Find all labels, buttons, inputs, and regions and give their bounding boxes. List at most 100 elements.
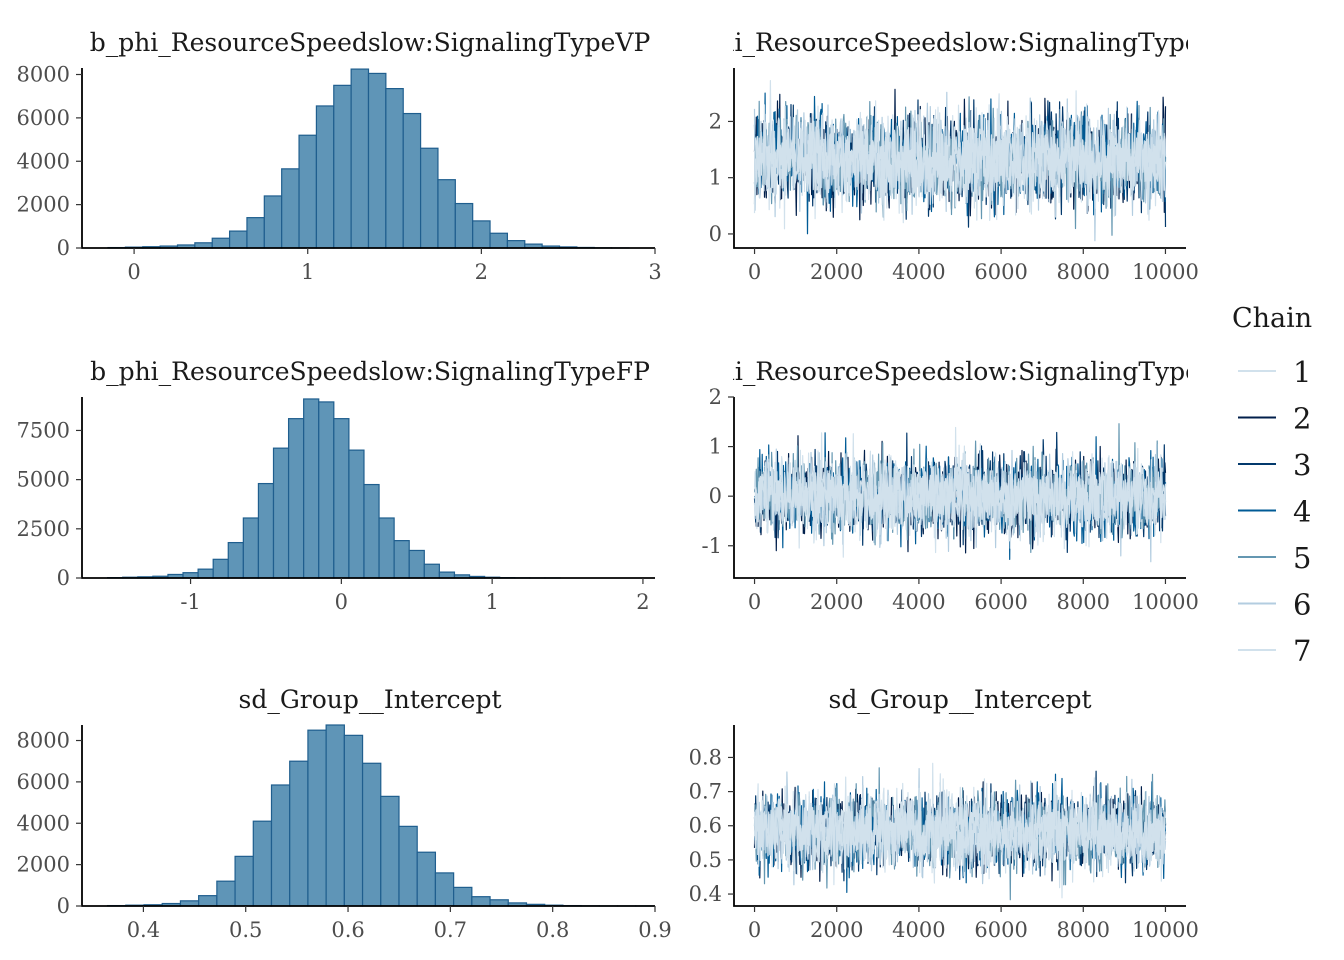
x-tick-label: 0 <box>127 260 140 284</box>
histogram-bar <box>361 762 382 907</box>
axis-lines <box>733 397 1186 579</box>
histogram-bar <box>246 217 265 249</box>
panel-2: phi_ResourceSpeedslow:SignalingTypeV 0 200… <box>702 28 1218 284</box>
legend-item: 1 <box>1238 355 1311 389</box>
x-tick-label: 3 <box>648 260 661 284</box>
histogram-bar <box>402 112 422 249</box>
legend-label: 1 <box>1293 355 1311 389</box>
legend-label: 5 <box>1293 541 1311 575</box>
x-tick-label: 0.4 <box>127 918 160 942</box>
legend-label: 4 <box>1293 495 1311 529</box>
histogram-bar <box>303 398 320 579</box>
histogram-bar <box>234 855 254 907</box>
histogram-bar <box>263 195 283 249</box>
histogram-bar <box>506 240 526 249</box>
y-tick-label: 2000 <box>17 193 70 217</box>
histogram-bar <box>419 147 439 249</box>
legend-item: 7 <box>1238 634 1311 668</box>
x-tick-label: 6000 <box>974 918 1027 942</box>
histogram-bar <box>398 825 418 907</box>
y-tick-label: 6000 <box>17 770 70 794</box>
histogram-bar <box>289 760 309 907</box>
histogram-bar <box>298 134 318 249</box>
panel-1: b_phi_ResourceSpeedslow:SignalingTypeVP 0… <box>17 28 662 284</box>
y-tick-label: 4000 <box>17 149 70 173</box>
histogram-bar <box>434 872 455 907</box>
histogram-bar <box>216 880 236 907</box>
y-tick-label: 0 <box>57 894 70 918</box>
legend-item: 4 <box>1238 495 1311 529</box>
legend-title: Chain <box>1232 303 1312 334</box>
histogram-bar <box>242 517 260 579</box>
histogram-bar <box>408 549 425 579</box>
histogram-bar <box>380 795 400 907</box>
histogram-bar <box>325 724 345 907</box>
y-tick-label: 0 <box>709 484 722 508</box>
legend-label: 6 <box>1293 588 1311 622</box>
panel-3: b_phi_ResourceSpeedslow:SignalingTypeFP -… <box>17 357 655 614</box>
panel-6: sd_Group__Intercept 0 2000 4000 6000 8000 1000… <box>689 685 1199 942</box>
histogram-bar <box>378 517 395 579</box>
y-tick-label: 0 <box>57 566 70 590</box>
y-tick-label: -1 <box>702 534 722 558</box>
trace-line-chain-1 <box>753 773 1167 886</box>
histogram-bar <box>315 105 335 249</box>
panel-title: phi_ResourceSpeedslow:SignalingTypeV <box>702 28 1218 57</box>
y-tick-label: 0.8 <box>689 745 722 769</box>
x-tick-label: 4000 <box>892 918 945 942</box>
x-tick-label: -1 <box>180 590 200 614</box>
x-tick-label: 8000 <box>1057 918 1110 942</box>
x-tick-label: 0 <box>335 590 348 614</box>
histogram-bar <box>454 202 474 249</box>
histogram-bar <box>489 899 509 907</box>
histogram-bar <box>333 84 352 249</box>
x-tick-label: 0 <box>748 590 761 614</box>
x-tick-label: 0.5 <box>229 918 262 942</box>
panel-5: sd_Group__Intercept 0.4 0.5 0.6 0.7 0.8 0.9 0 20… <box>17 685 672 942</box>
legend-item: 5 <box>1238 541 1311 575</box>
histogram-bar <box>198 895 218 907</box>
histogram-bar <box>228 230 248 249</box>
x-tick-label: 0 <box>748 918 761 942</box>
y-tick-label: 8000 <box>17 729 70 753</box>
y-tick-label: 7500 <box>17 418 70 442</box>
histogram-bar <box>287 418 305 579</box>
histogram-bar <box>453 886 473 907</box>
legend-label: 2 <box>1293 402 1311 436</box>
x-tick-label: 10000 <box>1132 260 1199 284</box>
histogram-bar <box>212 558 229 579</box>
histogram-bar <box>343 734 364 907</box>
histogram-bar <box>348 449 365 579</box>
x-tick-label: 2000 <box>810 918 863 942</box>
histogram-bar <box>489 232 509 249</box>
histogram-bar <box>227 541 244 579</box>
x-tick-label: 2000 <box>810 590 863 614</box>
panel-title: sd_Group__Intercept <box>238 685 501 714</box>
panel-title: b_phi_ResourceSpeedslow:SignalingTypeVP <box>90 28 651 57</box>
trace-line-chain-1 <box>753 433 1167 554</box>
x-tick-label: 8000 <box>1057 260 1110 284</box>
axis-lines <box>733 68 1186 249</box>
x-tick-label: 4000 <box>892 590 945 614</box>
y-tick-label: 6000 <box>17 106 70 130</box>
x-tick-label: 1 <box>485 590 498 614</box>
histogram-bar <box>252 820 273 907</box>
axis-lines <box>733 725 1186 907</box>
x-tick-label: 0.9 <box>638 918 671 942</box>
y-tick-label: 0 <box>709 222 722 246</box>
legend: Chain 1 2 3 4 5 6 7 <box>1232 303 1312 668</box>
histogram-bar <box>471 896 491 907</box>
x-tick-label: 10000 <box>1132 590 1199 614</box>
legend-item: 2 <box>1238 402 1311 436</box>
y-tick-label: 2500 <box>17 517 70 541</box>
x-tick-label: 1 <box>301 260 314 284</box>
x-tick-label: 6000 <box>974 260 1027 284</box>
histogram-bar <box>363 483 380 579</box>
x-tick-label: 2 <box>475 260 488 284</box>
x-tick-label: 0 <box>748 260 761 284</box>
x-tick-label: 2 <box>636 590 649 614</box>
y-tick-label: 0.6 <box>689 814 722 838</box>
x-tick-label: 4000 <box>892 260 945 284</box>
histogram-bar <box>270 784 291 907</box>
legend-label: 3 <box>1293 448 1311 482</box>
